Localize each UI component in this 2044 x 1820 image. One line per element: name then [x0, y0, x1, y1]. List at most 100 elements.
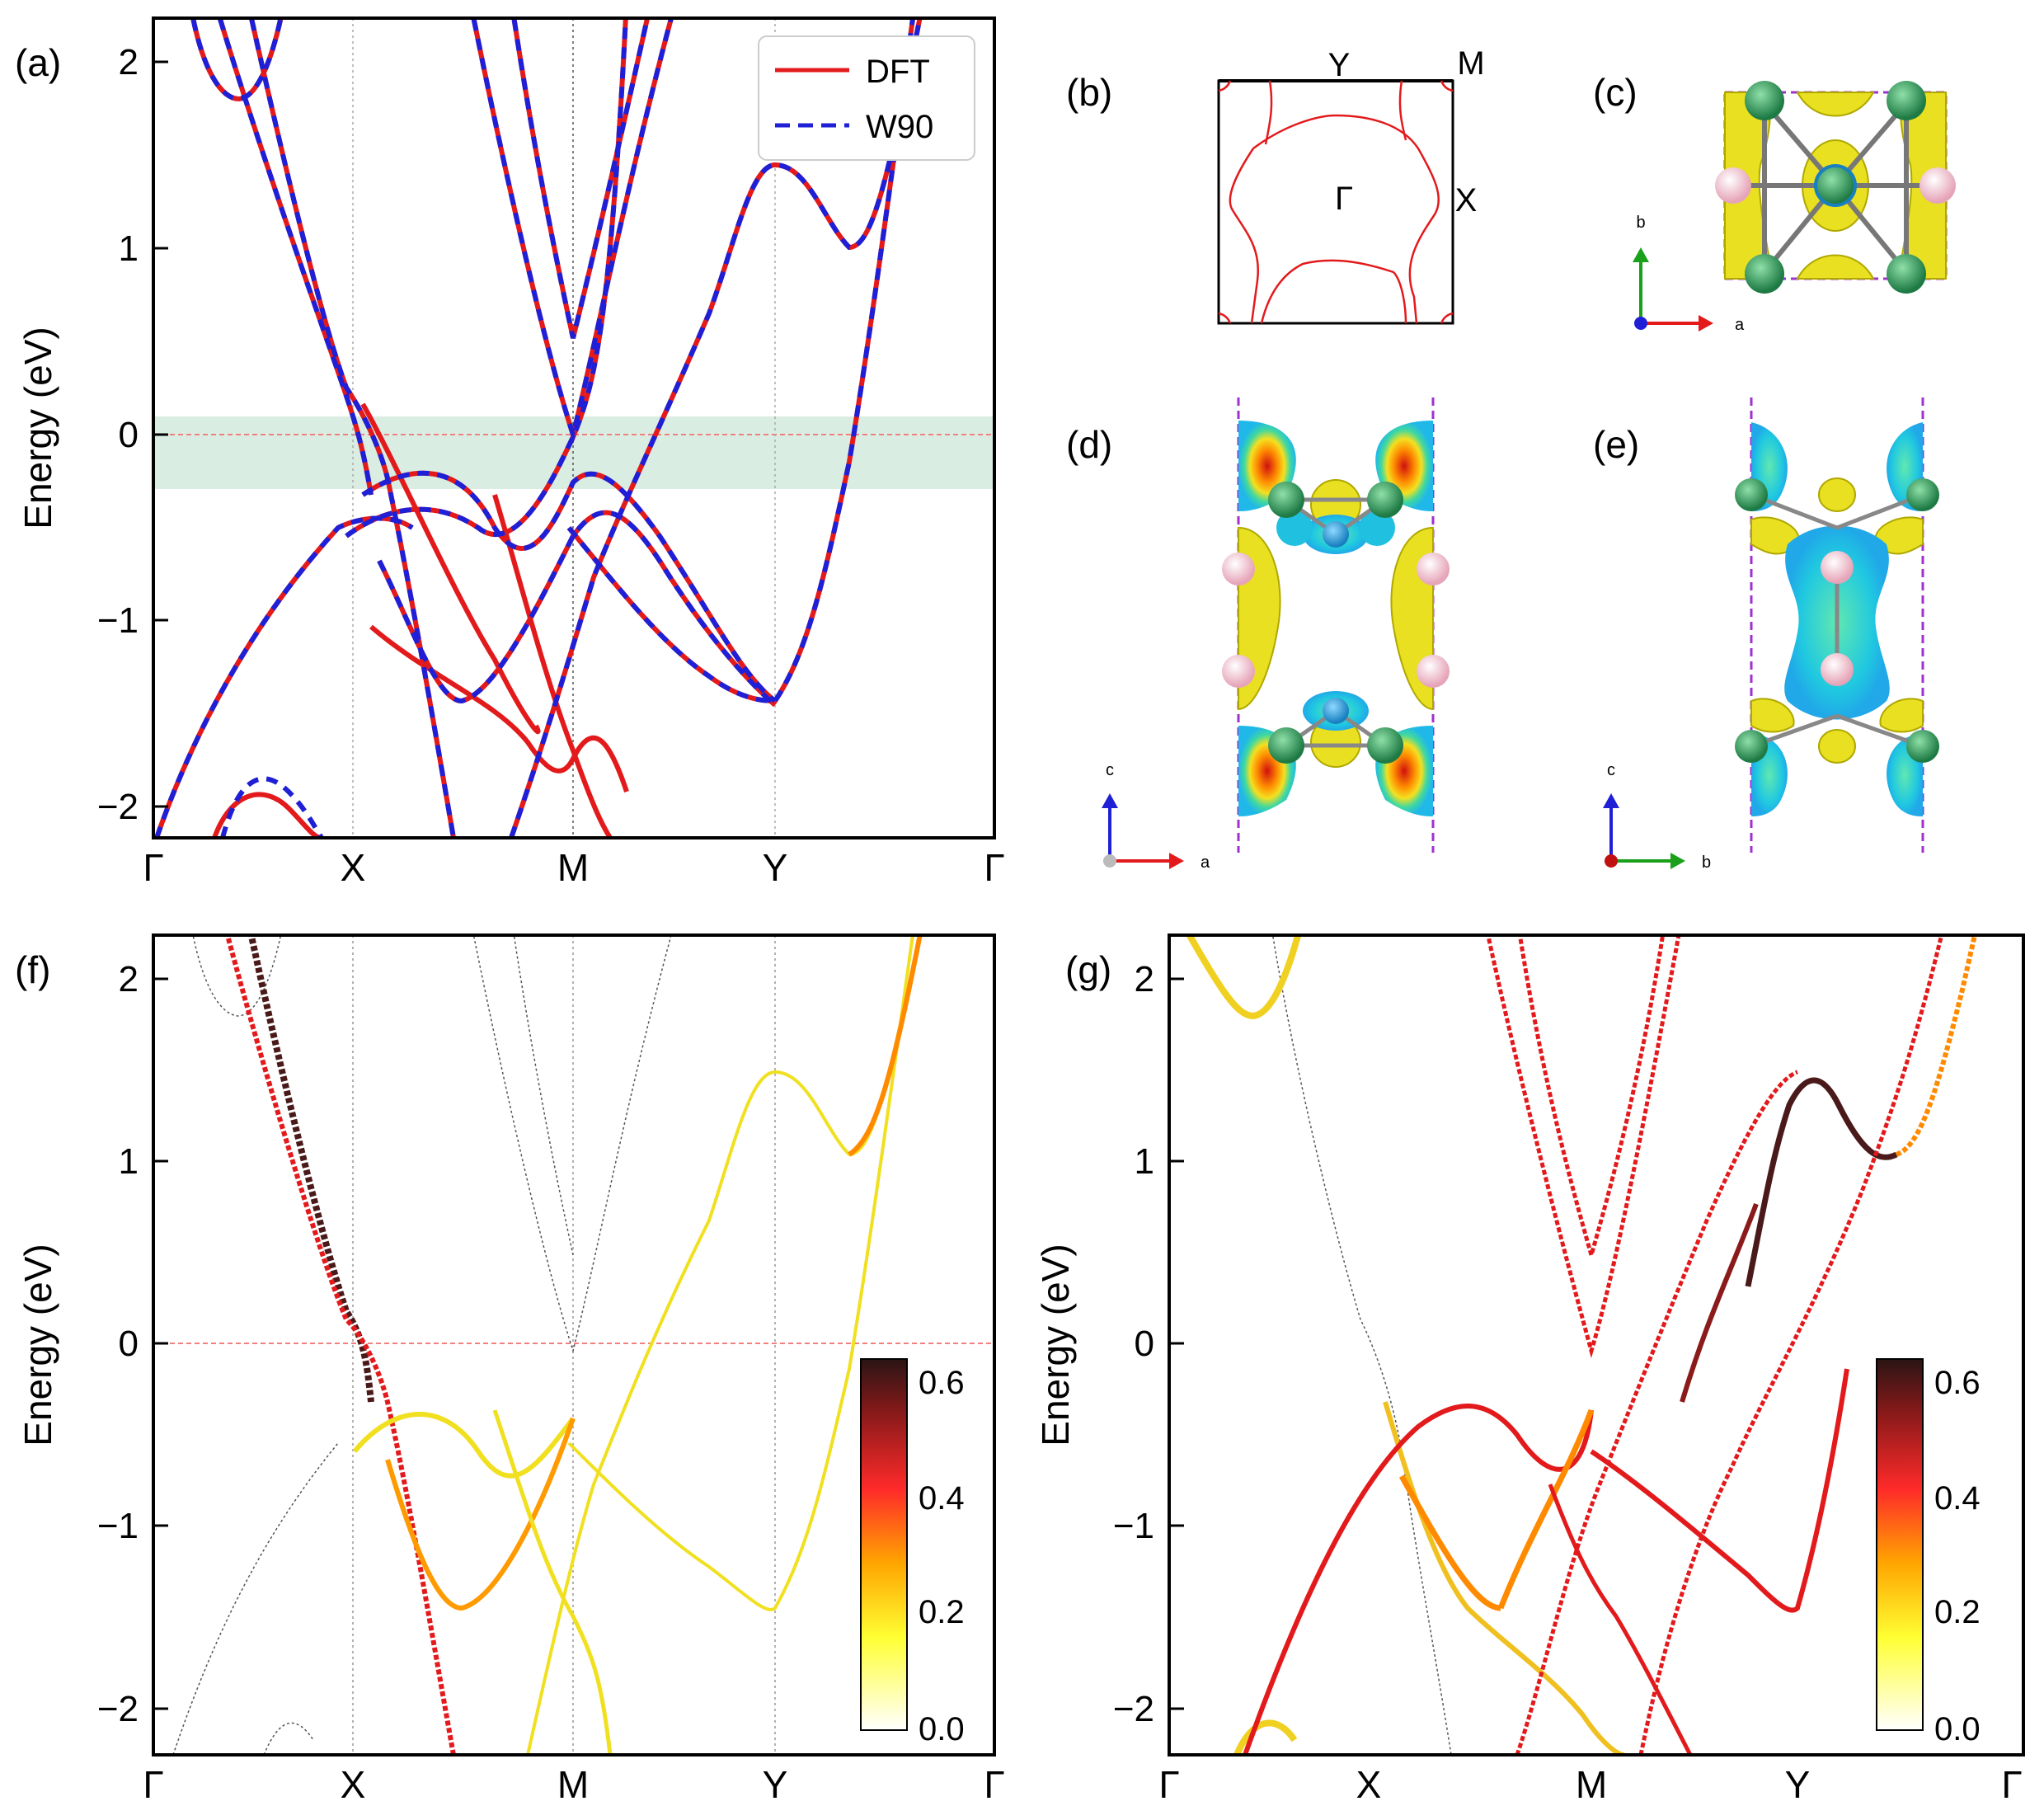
axis-label-b: b — [1636, 214, 1645, 232]
kpt-f-y: Y — [763, 1763, 788, 1806]
kpt-f-m: M — [557, 1763, 589, 1806]
atom-blue — [1323, 521, 1349, 548]
axis-label-a: a — [1201, 854, 1210, 872]
panel-label-a: (a) — [15, 41, 61, 84]
bz-label-m: M — [1457, 45, 1484, 82]
panel-label-g: (g) — [1065, 948, 1111, 991]
bz-label-gamma: Γ — [1335, 181, 1353, 217]
ytick-a-0: 0 — [119, 415, 139, 455]
ytick-a-1: 1 — [119, 228, 139, 269]
axis-label-a: a — [1735, 316, 1745, 334]
atom-green — [1735, 730, 1768, 763]
ytick-a-m2: −2 — [97, 787, 139, 827]
panel-c-charge-density-topview: (c) b a — [1593, 71, 1956, 334]
kpt-f-x: X — [341, 1763, 366, 1806]
atom-green — [1887, 254, 1926, 294]
atom-green — [1906, 478, 1939, 511]
panel-label-c: (c) — [1593, 71, 1638, 114]
atom-pink — [1821, 551, 1854, 584]
axes-frame-g — [1168, 934, 2025, 1757]
cbar-f-tick-02: 0.2 — [919, 1594, 965, 1630]
ylabel-g: Energy (eV) — [1034, 1244, 1077, 1446]
panel-e-charge-density-sideview-bc: (e) — [1593, 397, 1939, 872]
axes-indicator-d: c a — [1102, 761, 1210, 872]
ytick-g-m2: −2 — [1113, 1689, 1154, 1729]
ytick-g-1: 1 — [1135, 1141, 1154, 1182]
atom-pink — [1222, 553, 1255, 586]
cbar-f-tick-06: 0.6 — [919, 1365, 965, 1401]
cbar-g-tick-02: 0.2 — [1934, 1594, 1981, 1630]
colorbar-f: 0.6 0.4 0.2 0.0 — [860, 1358, 965, 1747]
panel-a-band-structure: 2 1 0 −1 −2 Energy (eV) Γ X M Y Γ DFT W9… — [15, 16, 1005, 889]
panel-f-projected-bands: 2 1 0 −1 −2 Energy (eV) Γ X M Y Γ 0.6 0.… — [15, 934, 1005, 1806]
kpt-g-m: M — [1576, 1763, 1607, 1806]
legend-dft-label: DFT — [866, 54, 930, 90]
ylabel-a: Energy (eV) — [16, 327, 59, 529]
panel-g-projected-bands: 2 1 0 −1 −2 Energy (eV) Γ X M Y Γ 0.6 0.… — [1034, 934, 2025, 1806]
ytick-f-0: 0 — [119, 1324, 139, 1364]
atom-pink — [1417, 655, 1450, 688]
bz-label-x: X — [1455, 182, 1478, 219]
axes-indicator-c: b a — [1633, 214, 1745, 334]
kpt-g-y: Y — [1785, 1763, 1811, 1806]
cbar-f-tick-04: 0.4 — [919, 1480, 965, 1517]
atom-pink — [1417, 553, 1450, 586]
kpt-f-gamma-2: Γ — [984, 1763, 1004, 1806]
atom-pink — [1919, 167, 1956, 204]
atom-green — [1745, 254, 1784, 294]
atom-pink — [1821, 653, 1854, 686]
kpt-g-x: X — [1356, 1763, 1382, 1806]
ytick-a-2: 2 — [119, 42, 139, 82]
atom-green — [1906, 730, 1939, 763]
atom-green — [1367, 727, 1403, 764]
kpt-a-gamma-2: Γ — [984, 846, 1004, 889]
ytick-f-1: 1 — [119, 1141, 139, 1182]
atom-green — [1814, 164, 1857, 207]
axes-frame-f — [152, 934, 996, 1757]
cbar-g-tick-00: 0.0 — [1934, 1711, 1981, 1747]
atom-green — [1367, 482, 1403, 518]
kpt-a-y: Y — [763, 846, 788, 889]
ylabel-f: Energy (eV) — [16, 1244, 59, 1446]
isosurface-d — [1238, 421, 1434, 816]
atom-pink — [1715, 167, 1751, 204]
kpt-a-m: M — [557, 846, 589, 889]
atom-blue — [1323, 698, 1349, 724]
kpt-f-gamma-1: Γ — [143, 1763, 163, 1806]
atom-green — [1887, 81, 1926, 120]
atom-green — [1745, 81, 1784, 120]
colorbar-g: 0.6 0.4 0.2 0.0 — [1876, 1358, 1981, 1747]
ytick-g-2: 2 — [1135, 959, 1154, 999]
kpt-g-gamma-1: Γ — [1158, 1763, 1179, 1806]
cbar-g-tick-06: 0.6 — [1934, 1365, 1981, 1401]
ytick-g-0: 0 — [1135, 1324, 1154, 1364]
panel-label-e: (e) — [1593, 423, 1639, 466]
legend-w90-label: W90 — [866, 109, 933, 145]
panel-b-fermi-surface: (b) Y M X Γ — [1066, 45, 1485, 325]
cbar-g-tick-04: 0.4 — [1934, 1480, 1981, 1517]
w90-bands — [154, 18, 923, 838]
panel-label-b: (b) — [1066, 71, 1112, 114]
ytick-f-m2: −2 — [97, 1689, 139, 1729]
atom-pink — [1222, 655, 1255, 688]
panel-d-charge-density-sideview-ac: (d) — [1066, 397, 1450, 872]
axes-indicator-e: c b — [1603, 761, 1711, 872]
panel-label-d: (d) — [1066, 423, 1112, 466]
ytick-f-2: 2 — [119, 959, 139, 999]
ytick-f-m1: −1 — [97, 1506, 139, 1546]
atom-green — [1268, 482, 1304, 518]
kpt-g-gamma-2: Γ — [2001, 1763, 2022, 1806]
atom-green — [1735, 478, 1768, 511]
panel-label-f: (f) — [15, 948, 50, 991]
atom-green — [1268, 727, 1304, 764]
axis-label-b: b — [1702, 854, 1711, 872]
fermi-contours — [1218, 80, 1454, 324]
kpt-a-gamma-1: Γ — [143, 846, 163, 889]
axis-label-c: c — [1607, 761, 1615, 779]
axis-label-c: c — [1106, 761, 1114, 779]
ytick-g-m1: −1 — [1113, 1506, 1154, 1546]
kpt-a-x: X — [341, 846, 366, 889]
ytick-a-m1: −1 — [97, 600, 139, 641]
bz-label-y: Y — [1328, 47, 1351, 83]
